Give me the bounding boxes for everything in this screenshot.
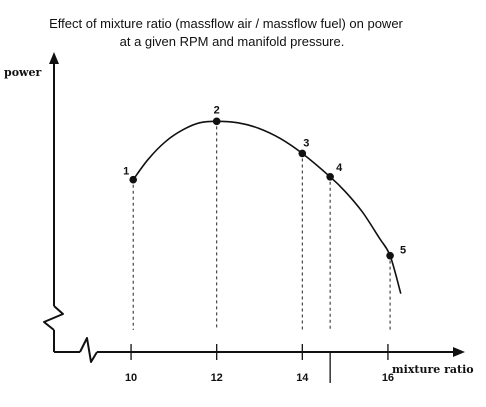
y-axis-break-icon <box>43 305 64 331</box>
y-axis: power <box>4 52 64 352</box>
power-curve <box>132 120 402 294</box>
x-ticks: 10 12 14 16 <box>125 344 394 384</box>
chart-title-line-2: at a given RPM and manifold pressure. <box>120 34 345 49</box>
y-axis-arrow-icon <box>49 52 59 64</box>
y-axis-label: power <box>4 66 41 79</box>
x-axis-break-icon <box>79 337 98 363</box>
x-tick-label-16: 16 <box>382 372 394 384</box>
x-tick-label-14: 14 <box>296 372 309 384</box>
point-label-3: 3 <box>303 137 309 149</box>
marked-points: 1 2 3 4 5 <box>123 104 406 260</box>
point-label-1: 1 <box>123 166 129 178</box>
point-4 <box>326 173 334 181</box>
point-label-4: 4 <box>336 162 343 174</box>
point-label-5: 5 <box>400 245 406 257</box>
x-tick-label-12: 12 <box>211 372 223 384</box>
x-axis-arrow-icon <box>453 347 465 357</box>
x-tick-label-10: 10 <box>125 372 137 384</box>
point-3 <box>298 149 307 158</box>
point-label-2: 2 <box>214 104 220 116</box>
point-2 <box>212 117 221 126</box>
point-5 <box>386 251 394 260</box>
chart-title-line-1: Effect of mixture ratio (massflow air / … <box>49 16 403 31</box>
x-axis-label: mixture ratio <box>392 363 474 376</box>
drop-lines <box>132 126 391 330</box>
x-axis: mixture ratio <box>54 337 474 376</box>
point-1 <box>129 175 138 184</box>
